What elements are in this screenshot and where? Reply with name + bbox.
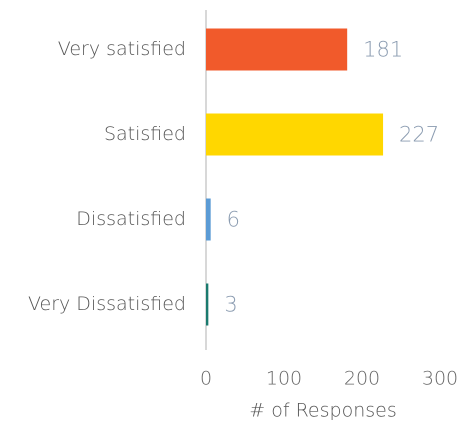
x-tick-label: 300	[422, 368, 458, 390]
y-tick-label: Satisfied	[104, 123, 186, 145]
value-label: 227	[399, 123, 439, 147]
bar	[206, 198, 211, 241]
y-tick-label: Very Dissatisfied	[28, 293, 186, 315]
x-tick-label: 100	[266, 368, 302, 390]
x-tick-label: 200	[344, 368, 380, 390]
value-label: 6	[227, 208, 240, 232]
x-axis-title: # of Responses	[249, 400, 396, 422]
y-tick-label: Very satisfied	[58, 38, 186, 60]
x-tick-label: 0	[200, 368, 212, 390]
bar	[206, 28, 348, 71]
value-label: 3	[224, 293, 237, 317]
bar	[206, 283, 209, 326]
value-label: 181	[363, 38, 403, 62]
bar	[206, 113, 384, 156]
y-tick-label: Dissatisfied	[76, 208, 186, 230]
